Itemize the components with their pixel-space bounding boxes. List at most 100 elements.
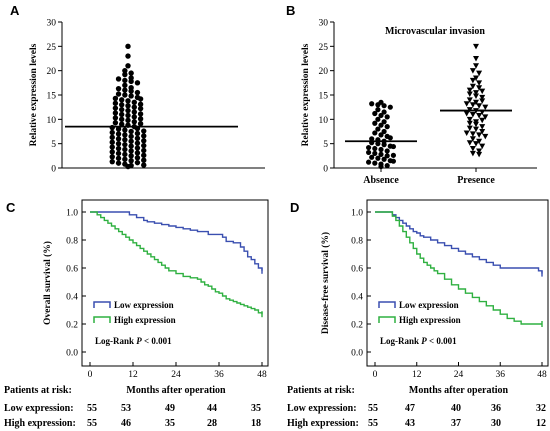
data-point-presence: [466, 140, 473, 146]
risk-count: 55: [87, 403, 97, 414]
data-point: [122, 156, 128, 162]
risk-count: 47: [405, 403, 415, 414]
data-point-presence: [466, 116, 473, 123]
data-point-presence: [469, 150, 476, 157]
risk-count: 35: [251, 403, 261, 414]
panel-c: C 0.0 0.2 0.4 0.6 0.8 1.0 0 12 24 36 48 Overall surv…: [4, 199, 269, 429]
risk-count: 55: [368, 418, 378, 429]
x-tick-label: 12: [128, 370, 138, 380]
data-point: [128, 93, 134, 99]
data-point: [122, 77, 128, 84]
data-point: [128, 162, 134, 169]
data-point-absence: [369, 136, 375, 142]
data-point-absence: [387, 143, 393, 149]
data-point: [137, 105, 144, 112]
data-point-presence: [466, 125, 473, 132]
y-tick-label: 0: [51, 165, 56, 175]
data-point-presence: [482, 114, 489, 120]
x-tick-label: 12: [412, 370, 422, 380]
risk-count: 55: [87, 418, 97, 429]
data-point: [141, 128, 147, 134]
risk-count: 43: [405, 418, 415, 429]
data-point: [112, 95, 119, 102]
data-point-presence: [463, 110, 470, 117]
data-point: [125, 117, 131, 124]
data-point-absence: [378, 146, 384, 153]
data-point: [109, 154, 115, 160]
risk-count: 53: [121, 403, 131, 414]
data-point-absence: [366, 159, 372, 165]
data-point: [115, 150, 122, 157]
data-point-presence: [479, 94, 486, 101]
y-tick-label: 0.8: [351, 237, 363, 247]
y-tick-label: 30: [319, 19, 329, 29]
risk-row-label: Low expression:: [287, 403, 357, 414]
data-point: [131, 109, 137, 115]
data-point-absence: [378, 151, 384, 157]
data-point: [109, 158, 115, 165]
x-tick-label: 48: [537, 370, 547, 380]
data-point: [122, 127, 128, 133]
data-point-presence: [466, 120, 473, 127]
data-point-presence: [476, 80, 483, 86]
data-point-presence: [476, 151, 483, 158]
data-point-absence: [369, 101, 375, 107]
data-point: [115, 140, 122, 147]
data-point-presence: [466, 87, 473, 94]
data-point: [122, 87, 128, 93]
data-point-presence: [469, 77, 476, 84]
data-point: [115, 155, 122, 161]
data-point-absence: [381, 109, 387, 115]
series-line-low: [90, 211, 263, 271]
data-point: [122, 146, 128, 153]
risk-count: 55: [368, 403, 378, 414]
data-point-presence: [476, 138, 483, 145]
data-point: [134, 135, 141, 142]
data-point: [131, 99, 137, 106]
data-point-absence: [378, 161, 384, 167]
data-point: [115, 76, 122, 82]
data-point: [112, 110, 119, 116]
data-point-presence: [469, 131, 476, 137]
x-tick-label: 24: [171, 370, 181, 380]
data-point-presence: [469, 102, 476, 108]
data-point: [115, 131, 122, 137]
data-point-absence: [369, 154, 375, 160]
data-point: [119, 106, 125, 113]
data-point-presence: [476, 85, 483, 91]
plot-frame: [81, 199, 269, 367]
legend-label: High expression: [399, 315, 461, 325]
data-point: [134, 140, 141, 146]
data-point: [109, 129, 115, 136]
data-point-absence: [387, 104, 393, 110]
data-point: [128, 128, 134, 135]
legend-label: High expression: [114, 315, 176, 325]
panel-b: B 0 5 10 15 20 25 30 Relative expression levels M…: [286, 3, 537, 186]
data-point: [109, 139, 115, 145]
y-tick-label: 0.4: [351, 293, 363, 303]
data-point-presence: [476, 103, 483, 109]
data-point: [115, 136, 122, 142]
data-point: [115, 160, 122, 166]
data-point: [128, 148, 134, 154]
data-point-presence: [473, 56, 479, 62]
data-point-absence: [378, 132, 384, 138]
x-tick-label: 0: [373, 370, 378, 380]
data-point: [122, 82, 128, 88]
data-point: [128, 158, 134, 164]
y-tick-label: 5: [323, 140, 328, 150]
data-point-presence: [469, 83, 476, 90]
panel-letter: A: [10, 3, 20, 18]
risk-count: 40: [451, 403, 461, 414]
data-point: [128, 133, 134, 140]
annotation-logrank: Log-Rank P < 0.001: [95, 336, 172, 346]
data-point-absence: [384, 153, 390, 159]
y-tick-label: 0.6: [66, 265, 78, 275]
data-point-presence: [463, 130, 470, 136]
risk-row-label: Low expression:: [4, 403, 74, 414]
data-point: [141, 133, 147, 139]
data-point-absence: [378, 112, 384, 119]
data-point: [115, 145, 122, 152]
legend-swatch: [93, 301, 111, 308]
x-tick-label: 36: [496, 370, 506, 380]
